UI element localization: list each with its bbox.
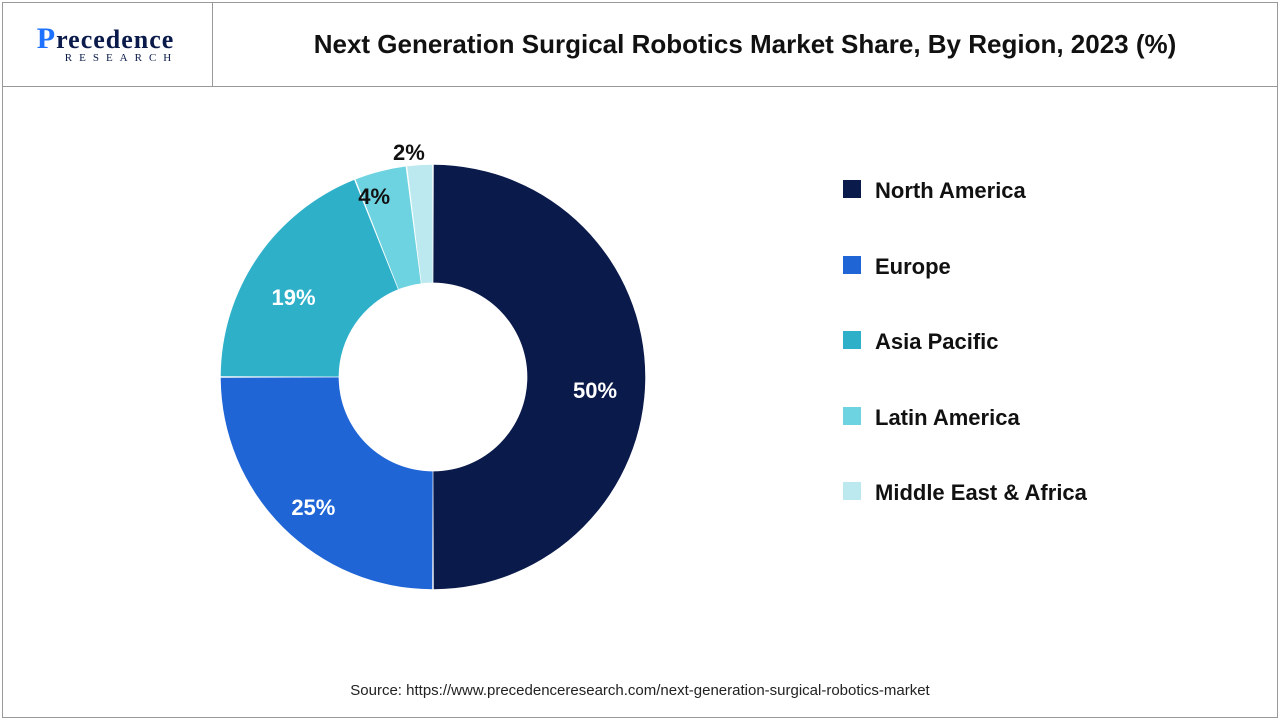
legend-swatch [843, 180, 861, 198]
legend-label: Middle East & Africa [875, 479, 1087, 507]
legend-item: Europe [843, 253, 1143, 281]
legend-item: Middle East & Africa [843, 479, 1143, 507]
chart-frame: Precedence RESEARCH Next Generation Surg… [2, 2, 1278, 718]
title-cell: Next Generation Surgical Robotics Market… [213, 3, 1277, 86]
brand-logo: Precedence RESEARCH [37, 25, 178, 64]
donut-slice [433, 165, 645, 590]
legend-label: Latin America [875, 404, 1020, 432]
legend-swatch [843, 482, 861, 500]
logo-subtext: RESEARCH [65, 54, 178, 64]
donut-chart: 50%25%19%4%2% [183, 127, 683, 627]
logo-cell: Precedence RESEARCH [3, 3, 213, 86]
donut-slice [221, 377, 433, 589]
legend-item: North America [843, 177, 1143, 205]
legend-swatch [843, 407, 861, 425]
legend-swatch [843, 256, 861, 274]
logo-rest: recedence [56, 25, 174, 54]
legend-label: Asia Pacific [875, 328, 999, 356]
legend-swatch [843, 331, 861, 349]
header-row: Precedence RESEARCH Next Generation Surg… [3, 3, 1277, 87]
logo-first-letter: P [37, 22, 56, 55]
legend-item: Asia Pacific [843, 328, 1143, 356]
logo-wordmark: Precedence [37, 25, 175, 52]
source-text: Source: https://www.precedenceresearch.c… [3, 682, 1277, 699]
chart-title: Next Generation Surgical Robotics Market… [314, 28, 1177, 61]
legend-label: Europe [875, 253, 951, 281]
legend-label: North America [875, 177, 1026, 205]
legend-item: Latin America [843, 404, 1143, 432]
donut-svg [183, 127, 683, 627]
chart-body: 50%25%19%4%2% North America Europe Asia Pa… [3, 87, 1277, 717]
legend: North America Europe Asia Pacific Latin Ame… [843, 177, 1143, 555]
